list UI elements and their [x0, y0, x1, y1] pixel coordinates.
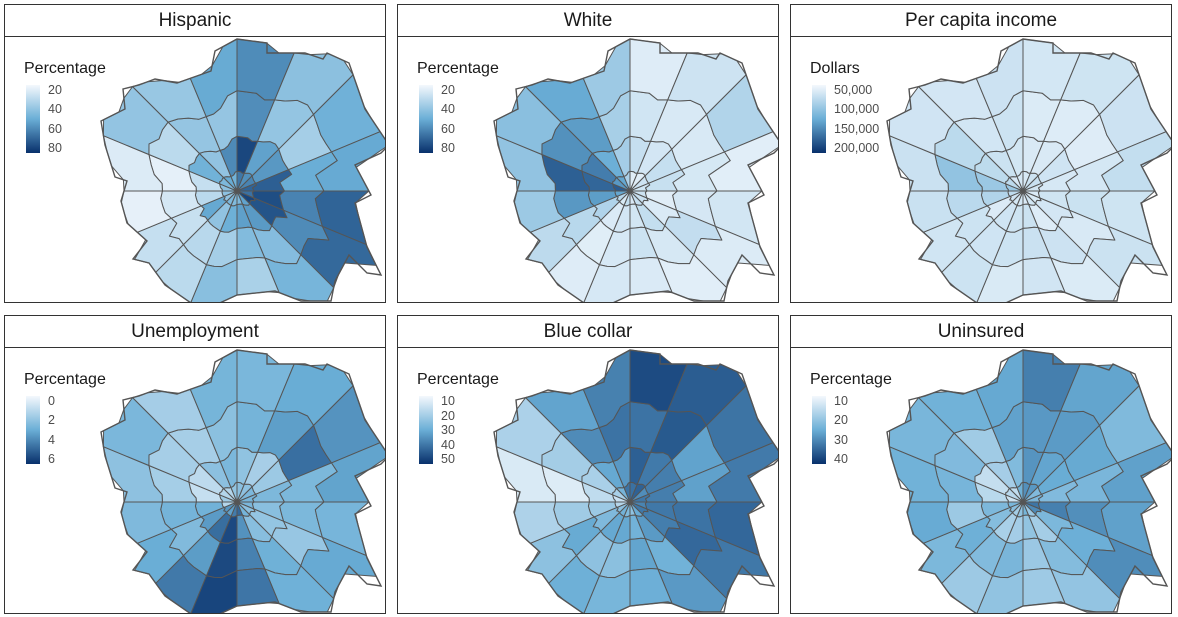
legend-tick — [827, 420, 831, 422]
legend-tick — [434, 430, 438, 431]
legend-label: 40 — [441, 102, 455, 117]
census-tract-region — [189, 38, 238, 118]
choropleth-map — [100, 349, 385, 613]
legend-label: 0 — [48, 394, 55, 408]
legend-colorbar — [26, 85, 40, 153]
legend-label: 40 — [834, 452, 848, 466]
legend-label: 60 — [48, 121, 62, 136]
legend-colorbar — [812, 85, 826, 153]
choropleth-map — [886, 349, 1171, 613]
census-tract-region — [189, 349, 238, 429]
legend-label: 40 — [441, 437, 455, 452]
legend-label: 4 — [48, 432, 55, 447]
panel-title: Hispanic — [5, 5, 385, 37]
legend-tick — [41, 128, 45, 130]
choropleth-map — [886, 38, 1171, 302]
legend-label: 150,000 — [834, 121, 880, 136]
map-panel-hispanic: Hispanic Percentage 20 40 60 80 — [4, 4, 386, 303]
legend-tick — [827, 109, 831, 111]
legend-label: 20 — [834, 413, 848, 428]
panel-title: Unemployment — [5, 316, 385, 348]
legend-tick — [434, 90, 438, 91]
legend-tick — [41, 420, 45, 422]
legend-tick — [434, 444, 438, 446]
legend-colorbar — [419, 396, 433, 464]
census-tract-region — [975, 38, 1024, 118]
county-outline — [100, 349, 385, 613]
legend-label: 80 — [48, 141, 62, 155]
panel-title: White — [398, 5, 778, 37]
legend-title: Dollars — [810, 60, 860, 77]
panel-title: Blue collar — [398, 316, 778, 348]
legend-label: 40 — [48, 102, 62, 117]
legend-tick — [434, 401, 438, 402]
panel-title: Uninsured — [791, 316, 1171, 348]
legend-label: 6 — [48, 452, 55, 466]
county-outline — [493, 38, 778, 302]
county-outline — [100, 38, 385, 302]
map-panel-per-capita-income: Per capita income Dollars 50,000 100,000 1… — [790, 4, 1172, 303]
legend-label: 2 — [48, 413, 55, 428]
map-panel-blue-collar: Blue collar Percentage 10 20 30 40 50 — [397, 315, 779, 614]
legend-tick — [41, 90, 45, 91]
county-outline — [886, 349, 1171, 613]
legend-tick — [827, 90, 831, 91]
legend-label: 30 — [834, 432, 848, 447]
legend-tick — [434, 109, 438, 111]
choropleth-map — [493, 349, 778, 613]
legend-colorbar — [419, 85, 433, 153]
legend-label: 30 — [441, 423, 455, 437]
legend-tick — [434, 148, 438, 149]
county-outline — [886, 38, 1171, 302]
legend-tick — [41, 459, 45, 460]
choropleth-map — [493, 38, 778, 302]
legend-tick — [434, 128, 438, 130]
map-panel-uninsured: Uninsured Percentage 10 20 30 40 — [790, 315, 1172, 614]
legend-title: Percentage — [24, 371, 106, 388]
legend-title: Percentage — [24, 60, 106, 77]
legend-colorbar — [812, 396, 826, 464]
legend-label: 20 — [441, 83, 455, 97]
legend-tick — [41, 109, 45, 111]
legend-tick — [41, 401, 45, 402]
legend-label: 50,000 — [834, 83, 873, 97]
county-outline — [493, 349, 778, 613]
census-tract-region — [582, 349, 631, 429]
map-panel-white: White Percentage 20 40 60 80 — [397, 4, 779, 303]
legend-label: 60 — [441, 121, 455, 136]
legend-tick — [827, 148, 831, 149]
panel-title: Per capita income — [791, 5, 1171, 37]
legend-label: 10 — [441, 394, 455, 408]
legend-tick — [41, 439, 45, 441]
legend-colorbar — [26, 396, 40, 464]
legend-tick — [434, 415, 438, 417]
legend-label: 50 — [441, 452, 455, 466]
legend-tick — [827, 401, 831, 402]
legend-tick — [827, 459, 831, 460]
legend-title: Percentage — [417, 60, 499, 77]
legend-tick — [827, 128, 831, 130]
legend-tick — [827, 439, 831, 441]
legend-label: 100,000 — [834, 102, 880, 117]
legend-title: Percentage — [810, 371, 892, 388]
choropleth-map — [100, 38, 385, 302]
legend-tick — [41, 148, 45, 149]
legend-title: Percentage — [417, 371, 499, 388]
legend-label: 10 — [834, 394, 848, 408]
legend-label: 80 — [441, 141, 455, 155]
legend-label: 200,000 — [834, 141, 880, 155]
census-tract-region — [975, 349, 1024, 429]
map-panel-unemployment: Unemployment Percentage 0 2 4 6 — [4, 315, 386, 614]
legend-label: 20 — [441, 408, 455, 423]
legend-tick — [434, 459, 438, 460]
legend-label: 20 — [48, 83, 62, 97]
census-tract-region — [582, 38, 631, 118]
